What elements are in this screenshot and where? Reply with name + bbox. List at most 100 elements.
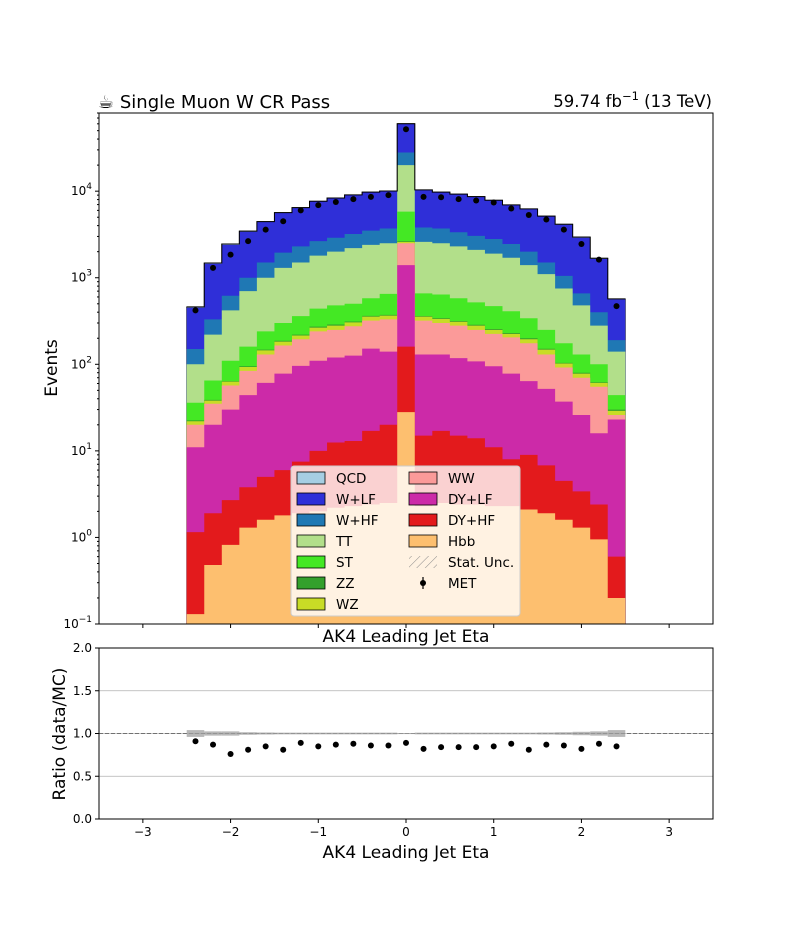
met-point bbox=[595, 256, 602, 263]
ratio-unc-box bbox=[432, 732, 450, 735]
main-y-tick-label: 101 bbox=[71, 442, 92, 458]
ratio-point bbox=[227, 751, 234, 758]
ratio-unc-box bbox=[221, 731, 240, 736]
legend-box bbox=[290, 465, 521, 617]
ratio-point bbox=[473, 744, 480, 751]
ratio-point bbox=[332, 741, 339, 748]
ratio-data-points bbox=[192, 738, 620, 758]
ratio-stat-uncertainty bbox=[186, 730, 626, 737]
ratio-unc-box bbox=[186, 730, 205, 737]
main-y-tick-label: 100 bbox=[71, 528, 92, 544]
ratio-point bbox=[192, 738, 199, 745]
ratio-y-ticks: 0.0 0.5 1.0 1.5 2.0 bbox=[73, 641, 99, 826]
legend-swatch-met bbox=[420, 580, 426, 586]
met-point bbox=[560, 226, 567, 233]
main-y-tick-label: 10−1 bbox=[63, 615, 92, 631]
legend-swatch-stat-unc bbox=[409, 556, 437, 568]
ratio-y-tick-label: 0.0 bbox=[73, 812, 92, 826]
met-point bbox=[297, 207, 304, 214]
met-point bbox=[210, 264, 217, 271]
ratio-point bbox=[543, 741, 550, 748]
legend-label-met: MET bbox=[448, 576, 477, 592]
legend-label-zz: ZZ bbox=[336, 576, 355, 592]
legend-label-ww: WW bbox=[448, 471, 475, 487]
ratio-unc-box bbox=[291, 732, 310, 735]
legend-swatch-dy-hf bbox=[408, 513, 438, 527]
main-y-ticks: 10−1 100 101 102 103 104 bbox=[63, 112, 99, 631]
met-data-points bbox=[192, 126, 620, 314]
met-point bbox=[192, 307, 199, 314]
legend-swatch-st bbox=[296, 555, 326, 569]
ratio-x-tick-label: 2 bbox=[578, 825, 586, 839]
ratio-y-axis-label: Ratio (data/MC) bbox=[50, 668, 70, 801]
main-x-axis-label: AK4 Leading Jet Eta bbox=[323, 627, 490, 647]
ratio-point bbox=[613, 743, 620, 750]
legend-label-wz: WZ bbox=[336, 597, 359, 613]
met-point bbox=[367, 193, 374, 200]
ratio-unc-box bbox=[502, 732, 521, 735]
met-point bbox=[455, 196, 462, 203]
ratio-unc-box bbox=[590, 731, 608, 736]
ratio-point bbox=[578, 745, 585, 752]
met-point bbox=[227, 251, 234, 258]
ratio-unc-box bbox=[607, 730, 626, 737]
luminosity-label: 59.74 fb−1 (13 TeV) bbox=[553, 89, 712, 111]
ratio-unc-box bbox=[397, 733, 415, 735]
legend-swatch-qcd bbox=[296, 471, 326, 485]
plot-title: ☕ Single Muon W CR Pass bbox=[98, 92, 330, 113]
met-point bbox=[315, 202, 322, 209]
ratio-axes-frame bbox=[98, 647, 714, 820]
ratio-point bbox=[560, 742, 567, 749]
legend-swatch-hbb bbox=[408, 534, 438, 548]
ratio-y-tick-label: 1.0 bbox=[73, 727, 92, 741]
legend-label-dy-lf: DY+LF bbox=[448, 492, 493, 508]
met-point bbox=[403, 126, 409, 133]
met-point bbox=[525, 212, 532, 219]
stack-total-outline bbox=[186, 123, 626, 308]
ratio-point bbox=[385, 742, 392, 749]
ratio-x-tick-label: −2 bbox=[222, 825, 240, 839]
ratio-point bbox=[367, 742, 374, 749]
met-point bbox=[508, 205, 515, 212]
main-x-ticks bbox=[142, 624, 670, 628]
ratio-point bbox=[490, 743, 497, 750]
ratio-point bbox=[508, 740, 515, 747]
ratio-point bbox=[297, 739, 304, 746]
met-point bbox=[438, 194, 445, 201]
legend-label-tt: TT bbox=[335, 534, 353, 550]
ratio-unc-box bbox=[309, 732, 328, 735]
ratio-x-tick-label: −1 bbox=[309, 825, 327, 839]
legend-label-w-hf: W+HF bbox=[336, 513, 379, 529]
met-point bbox=[332, 198, 339, 205]
legend: QCD WW W+LF DY+LF W+HF DY+HF TT Hbb ST Stat. Unc.… bbox=[290, 465, 521, 617]
legend-label-hbb: Hbb bbox=[448, 534, 475, 550]
legend-swatch-dy-lf bbox=[408, 492, 438, 506]
ratio-unc-box bbox=[555, 732, 573, 735]
main-axes-frame bbox=[98, 112, 714, 625]
ratio-unc-box bbox=[362, 732, 380, 735]
legend-swatch-wz bbox=[296, 597, 326, 611]
ratio-unc-box bbox=[274, 732, 292, 735]
ratio-unc-box bbox=[414, 732, 433, 735]
ratio-unc-box bbox=[239, 732, 257, 735]
ratio-unc-box bbox=[379, 732, 398, 735]
ratio-x-tick-label: 3 bbox=[665, 825, 673, 839]
main-y-tick-label: 102 bbox=[71, 355, 92, 371]
ratio-unc-box bbox=[327, 732, 345, 735]
ratio-y-tick-label: 2.0 bbox=[73, 641, 92, 655]
ratio-unc-box bbox=[537, 732, 556, 735]
ratio-y-tick-label: 1.5 bbox=[73, 684, 92, 698]
met-point bbox=[420, 193, 427, 200]
met-point bbox=[490, 199, 497, 206]
legend-swatch-tt bbox=[296, 534, 326, 548]
ratio-point bbox=[525, 746, 532, 753]
legend-swatch-w-hf bbox=[296, 513, 326, 527]
main-y-axis-label: Events bbox=[42, 339, 62, 397]
ratio-point bbox=[403, 739, 409, 746]
ratio-unc-box bbox=[520, 732, 538, 735]
legend-label-w-lf: W+LF bbox=[336, 492, 376, 508]
ratio-x-tick-label: −3 bbox=[134, 825, 152, 839]
main-y-tick-label: 103 bbox=[71, 269, 92, 285]
ratio-unc-box bbox=[484, 732, 503, 735]
